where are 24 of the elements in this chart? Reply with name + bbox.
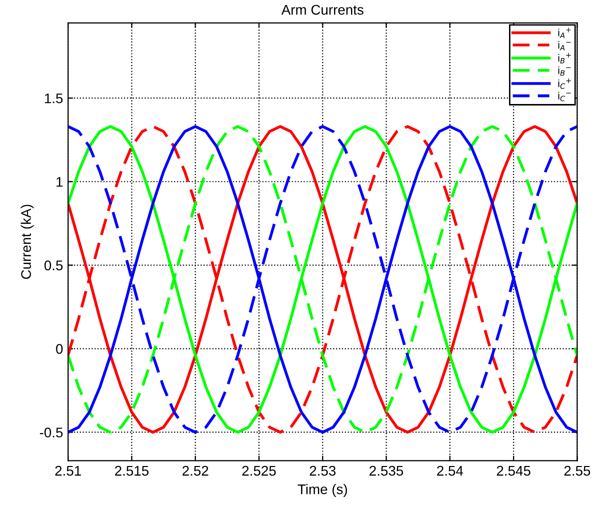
x-tick-label: 2.53 <box>310 466 336 476</box>
y-tick-label: 1.5 <box>44 94 63 104</box>
x-tick-label: 2.54 <box>437 466 464 476</box>
x-tick-label: 2.535 <box>370 466 404 476</box>
legend-label: i$_{A}$$^{+}$ <box>558 28 571 38</box>
x-tick-label: 2.545 <box>496 466 530 476</box>
y-tick-label: 0.5 <box>44 260 63 270</box>
x-tick-label: 2.52 <box>182 466 208 476</box>
x-tick-label: 2.55 <box>564 466 590 476</box>
legend-label: i$_{A}$$^{−}$ <box>558 41 571 50</box>
y-tick-label: -0.5 <box>40 428 63 438</box>
legend-label: i$_{B}$$^{+}$ <box>558 53 571 64</box>
x-axis-title: Time (s) <box>298 484 347 497</box>
chart-title: Arm Currents <box>281 4 364 15</box>
y-axis-title: Current (kA) <box>20 204 34 279</box>
legend-label: i$_{B}$$^{−}$ <box>558 66 571 76</box>
legend-label: i$_{C}$$^{+}$ <box>558 78 571 89</box>
y-tick-label: 1 <box>56 177 63 187</box>
x-tick-label: 2.525 <box>242 466 276 476</box>
line-series <box>68 125 578 434</box>
x-tick-label: 2.515 <box>115 466 149 476</box>
legend-label: i$_{C}$$^{−}$ <box>558 92 571 102</box>
y-tick-label: 0 <box>56 344 63 354</box>
x-tick-label: 2.51 <box>55 466 81 476</box>
